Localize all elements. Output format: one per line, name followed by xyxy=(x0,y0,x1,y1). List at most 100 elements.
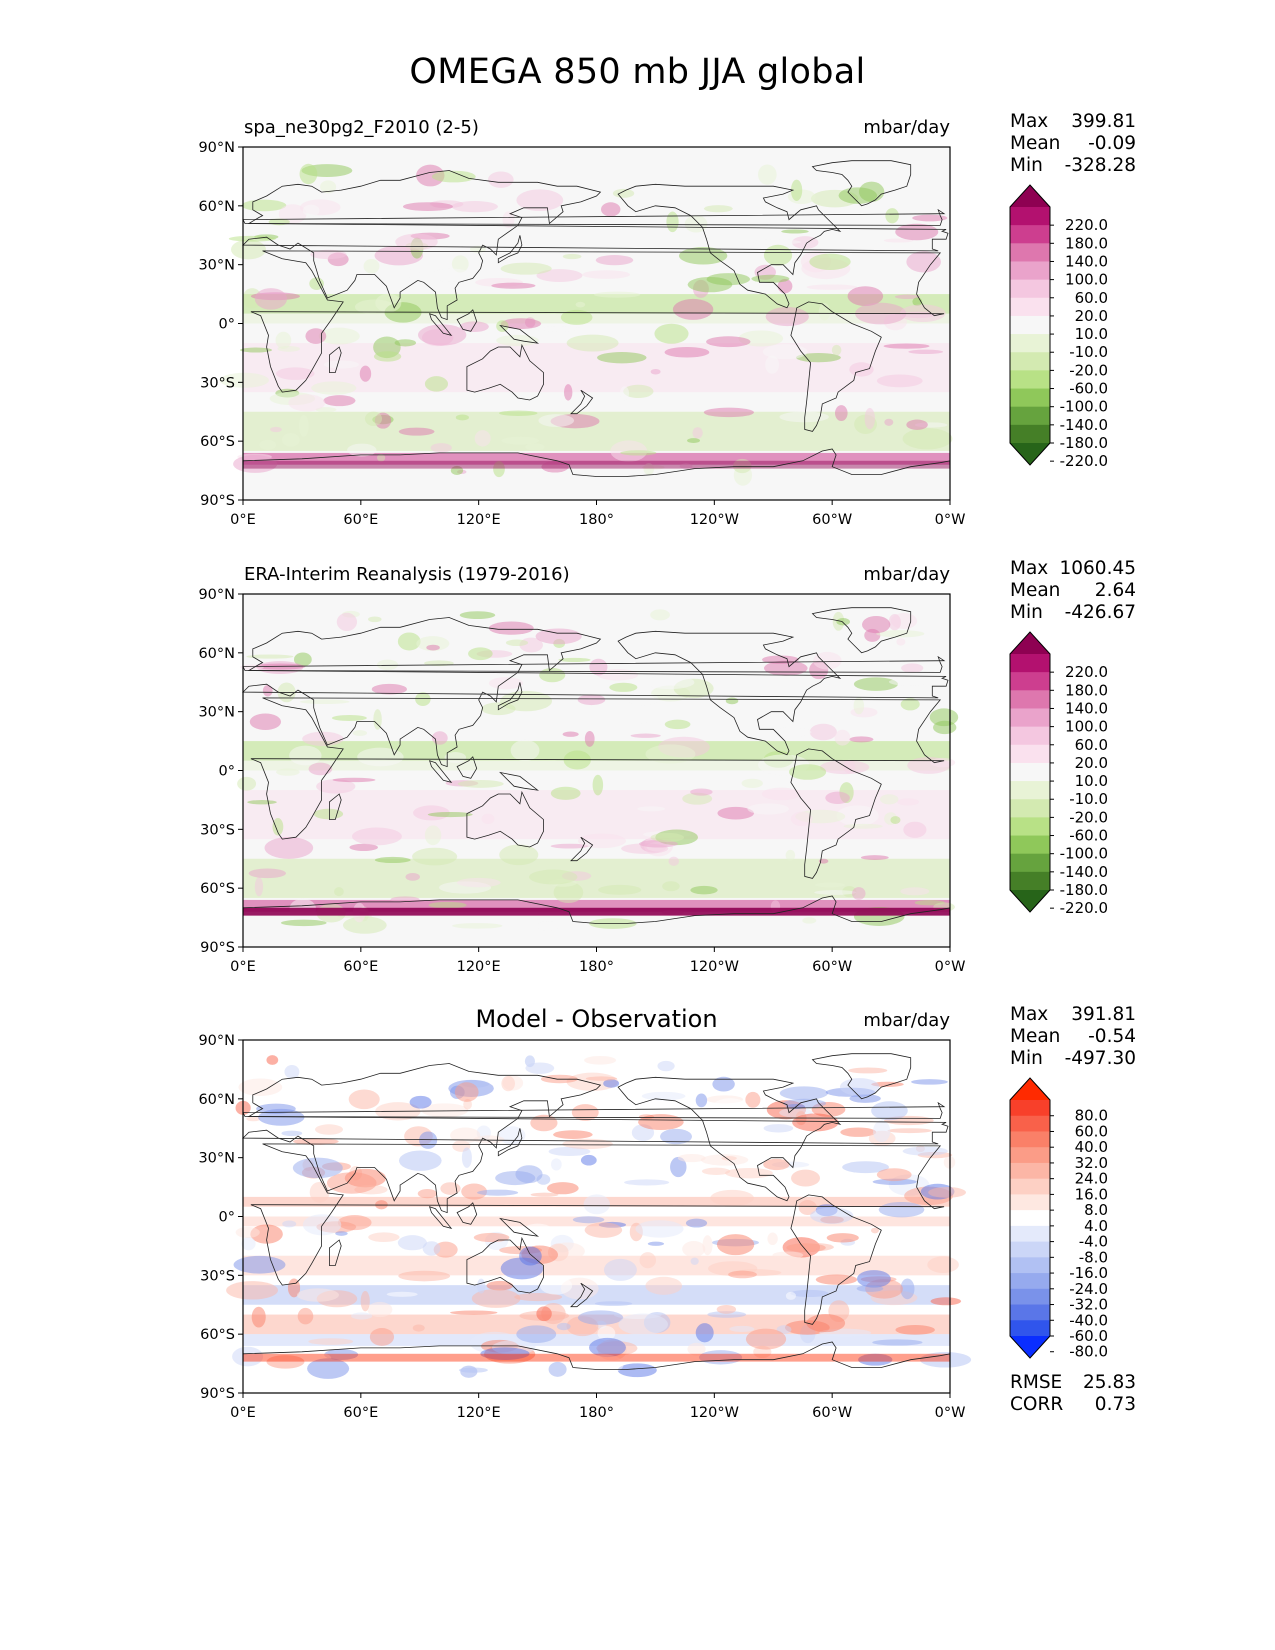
y-tick-label: 30°N xyxy=(198,1151,235,1167)
field-blob xyxy=(802,917,817,924)
field-blob xyxy=(427,811,473,818)
field-blob xyxy=(476,1278,486,1294)
coastline-japan xyxy=(497,682,523,711)
field-blob xyxy=(928,1186,967,1198)
coastline-newguinea xyxy=(499,771,540,791)
field-blob xyxy=(839,1078,880,1096)
colorbar-swatch xyxy=(1010,1115,1050,1132)
field-blob xyxy=(858,1353,893,1366)
field-blob xyxy=(903,821,927,838)
field-blob xyxy=(716,1234,755,1256)
field-blob xyxy=(777,278,793,294)
field-blob xyxy=(682,1240,706,1258)
field-blob xyxy=(684,215,708,233)
stat-mean-value: 2.64 xyxy=(1094,580,1136,601)
field-blob xyxy=(647,1241,665,1246)
field-blob xyxy=(450,1310,498,1315)
field-blob xyxy=(842,1161,890,1174)
panel-1-colorbar: 220.0180.0140.0100.060.020.010.0-10.0-20… xyxy=(1009,184,1108,470)
field-blob xyxy=(645,1276,683,1295)
colorbar-label: 20.0 xyxy=(1075,307,1108,325)
field-blob xyxy=(930,757,956,768)
field-blob xyxy=(235,1226,260,1238)
x-tick-label: 120°W xyxy=(690,1405,739,1421)
field-blob xyxy=(929,708,959,727)
colorbar-label: 220.0 xyxy=(1065,663,1108,681)
field-blob xyxy=(277,345,300,352)
field-blob xyxy=(316,779,356,794)
field-blob xyxy=(695,1323,714,1343)
field-blob xyxy=(426,644,440,651)
x-tick-label: 180° xyxy=(579,1405,614,1421)
field-blob xyxy=(883,343,930,349)
colorbar-label: 10.0 xyxy=(1075,772,1108,790)
field-blob xyxy=(765,355,780,374)
field-blob xyxy=(536,269,583,283)
field-blob xyxy=(638,1114,684,1131)
field-blob xyxy=(798,1200,817,1216)
field-blob xyxy=(262,684,273,697)
field-blob xyxy=(525,1062,555,1074)
field-blob xyxy=(246,654,294,659)
field-blob xyxy=(769,727,812,737)
field-blob xyxy=(556,1322,571,1331)
field-blob xyxy=(810,1144,853,1162)
colorbar-swatch xyxy=(1010,1241,1050,1258)
field-band xyxy=(243,294,950,314)
field-blob xyxy=(685,1218,708,1228)
coastline-japan xyxy=(497,1128,523,1157)
colorbar-label: 20.0 xyxy=(1075,754,1108,772)
field-blob xyxy=(402,202,453,211)
field-blob xyxy=(650,368,661,375)
field-blob xyxy=(687,276,733,293)
field-blob xyxy=(623,384,654,399)
coastline-britain xyxy=(242,1101,946,1119)
field-blob xyxy=(597,1326,616,1341)
field-band xyxy=(243,313,950,324)
field-blob xyxy=(281,1130,303,1137)
field-blob xyxy=(461,1183,488,1200)
field-blob xyxy=(480,1347,530,1360)
field-blob xyxy=(308,762,333,776)
y-tick-label: 30°S xyxy=(200,375,235,391)
colorbar-swatch xyxy=(1010,1178,1050,1195)
field-blob xyxy=(428,901,467,909)
field-blob xyxy=(352,730,368,736)
field-blob xyxy=(902,1237,934,1248)
colorbar-label: -60.0 xyxy=(1069,380,1108,398)
colorbar-label: -100.0 xyxy=(1060,398,1108,416)
field-blob xyxy=(637,806,666,812)
field-blob xyxy=(280,919,327,927)
field-blob xyxy=(560,309,593,325)
field-blob xyxy=(289,745,322,766)
field-blob xyxy=(906,251,941,273)
field-blob xyxy=(603,1079,620,1088)
colorbar-label: -220.0 xyxy=(1060,452,1108,470)
field-blob xyxy=(666,211,679,233)
field-blob xyxy=(902,1146,948,1156)
colorbar-swatch xyxy=(1010,690,1050,709)
field-blob xyxy=(716,1304,737,1314)
field-blob xyxy=(305,328,327,344)
field-blob xyxy=(535,921,560,931)
field-blob xyxy=(779,411,829,423)
stat-mean-label: Mean xyxy=(1010,133,1061,154)
field-blob xyxy=(417,1188,438,1199)
field-blob xyxy=(677,1153,706,1163)
field-blob xyxy=(450,1127,481,1144)
field-blob xyxy=(732,458,752,474)
x-tick-label: 60°E xyxy=(343,512,378,528)
coastline-borneo xyxy=(456,756,478,779)
field-blob xyxy=(901,663,924,673)
field-blob xyxy=(578,833,627,849)
colorbar-label: 220.0 xyxy=(1065,216,1108,234)
field-blob xyxy=(368,1232,400,1243)
colorbar-swatch xyxy=(1010,672,1050,691)
coastline-samerica xyxy=(790,301,882,432)
field-blob xyxy=(670,1156,687,1178)
colorbar-label: 80.0 xyxy=(1075,1107,1108,1125)
field-blob xyxy=(550,843,589,849)
field-blob xyxy=(729,1325,755,1333)
field-blob xyxy=(451,201,498,213)
stat-min-label: Min xyxy=(1010,1048,1043,1069)
